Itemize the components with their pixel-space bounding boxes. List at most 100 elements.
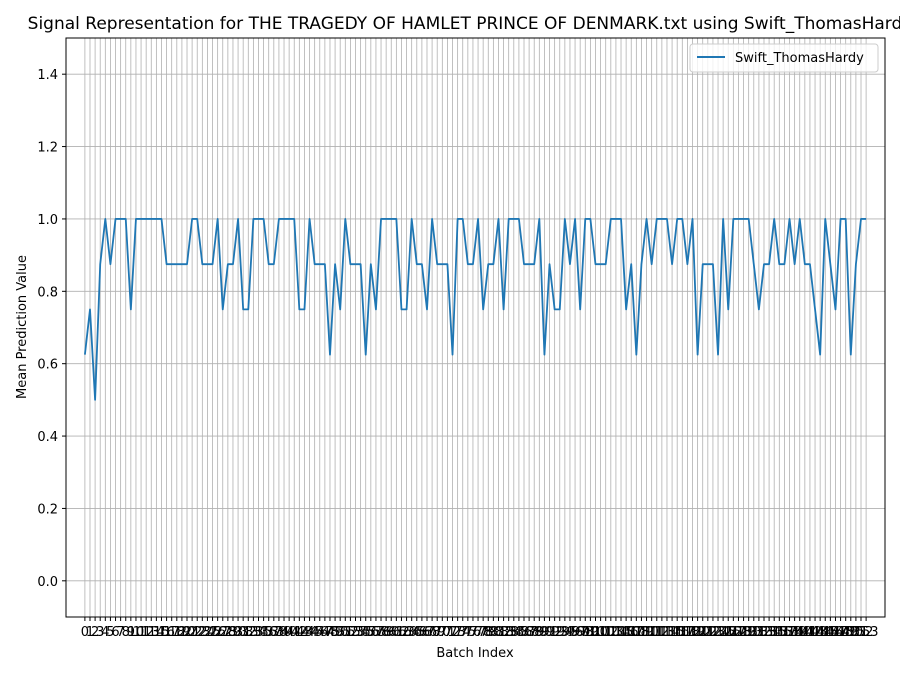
x-tick-label: 130 xyxy=(736,625,761,640)
data-point xyxy=(569,263,571,265)
data-point xyxy=(375,308,377,310)
data-point xyxy=(247,308,249,310)
x-tick-label: 96 xyxy=(567,625,584,640)
x-tick-label: 117 xyxy=(670,625,695,640)
data-point xyxy=(84,353,86,355)
data-point xyxy=(467,263,469,265)
data-point xyxy=(850,353,852,355)
data-point xyxy=(727,308,729,310)
data-point xyxy=(400,308,402,310)
x-tick-label: 28 xyxy=(220,625,237,640)
data-point xyxy=(293,218,295,220)
x-tick-label: 43 xyxy=(296,625,313,640)
data-point xyxy=(462,218,464,220)
x-tick-label: 97 xyxy=(572,625,589,640)
x-tick-label: 137 xyxy=(772,625,797,640)
y-axis-label: Mean Prediction Value xyxy=(15,255,30,399)
data-point xyxy=(610,218,612,220)
data-point xyxy=(410,218,412,220)
x-tick-label: 113 xyxy=(649,625,674,640)
data-point xyxy=(742,218,744,220)
data-point xyxy=(666,218,668,220)
x-tick-label: 35 xyxy=(255,625,272,640)
data-point xyxy=(451,353,453,355)
data-point xyxy=(814,308,816,310)
data-point xyxy=(620,218,622,220)
data-point xyxy=(834,308,836,310)
data-point xyxy=(737,218,739,220)
x-tick-label: 29 xyxy=(225,625,242,640)
data-point xyxy=(717,353,719,355)
legend: Swift_ThomasHardy xyxy=(689,43,879,73)
y-tick-label: 0.2 xyxy=(37,502,58,517)
x-tick-label: 59 xyxy=(378,625,395,640)
x-tick-label: 72 xyxy=(444,625,461,640)
x-tick-label: 21 xyxy=(184,625,201,640)
data-point xyxy=(645,218,647,220)
x-tick-label: 118 xyxy=(675,625,700,640)
x-tick-label: 55 xyxy=(357,625,374,640)
data-point xyxy=(533,263,535,265)
x-tick-label: 119 xyxy=(680,625,705,640)
data-point xyxy=(778,263,780,265)
data-point xyxy=(640,263,642,265)
data-point xyxy=(119,218,121,220)
x-tick-label: 104 xyxy=(604,625,629,640)
x-tick-label: 101 xyxy=(588,625,613,640)
x-tick-label: 36 xyxy=(260,625,277,640)
x-tick-label: 74 xyxy=(454,625,471,640)
x-tick-label: 78 xyxy=(475,625,492,640)
x-tick-label: 32 xyxy=(240,625,257,640)
x-tick-label: 91 xyxy=(541,625,558,640)
x-tick-label: 12 xyxy=(138,625,155,640)
data-point xyxy=(344,218,346,220)
data-point xyxy=(758,308,760,310)
data-point xyxy=(176,263,178,265)
x-tick-label: 94 xyxy=(557,625,574,640)
data-point xyxy=(436,263,438,265)
data-point xyxy=(170,263,172,265)
data-point xyxy=(809,263,811,265)
legend-label-swift-thomashardy: Swift_ThomasHardy xyxy=(735,51,864,66)
x-tick-label: 75 xyxy=(460,625,477,640)
data-point xyxy=(421,263,423,265)
data-point xyxy=(431,218,433,220)
data-point xyxy=(507,218,509,220)
x-tick-label: 138 xyxy=(777,625,802,640)
x-tick-label: 81 xyxy=(490,625,507,640)
data-point xyxy=(349,263,351,265)
x-tick-label: 27 xyxy=(214,625,231,640)
x-tick-label: 56 xyxy=(363,625,380,640)
data-point xyxy=(472,263,474,265)
x-tick-label: 134 xyxy=(757,625,782,640)
x-tick-label: 33 xyxy=(245,625,262,640)
x-tick-label: 89 xyxy=(531,625,548,640)
x-tick-label: 136 xyxy=(767,625,792,640)
data-point xyxy=(773,218,775,220)
x-tick-label: 129 xyxy=(731,625,756,640)
series-layer xyxy=(83,218,867,401)
x-tick-label: 26 xyxy=(209,625,226,640)
data-point xyxy=(211,263,213,265)
x-tick-label: 66 xyxy=(414,625,431,640)
data-point xyxy=(615,218,617,220)
data-point xyxy=(855,263,857,265)
x-tick-label: 84 xyxy=(506,625,523,640)
x-tick-label: 146 xyxy=(818,625,843,640)
x-tick-label: 57 xyxy=(368,625,385,640)
data-point xyxy=(686,263,688,265)
x-tick-label: 1 xyxy=(86,625,94,640)
x-tick-label: 53 xyxy=(347,625,364,640)
data-point xyxy=(722,218,724,220)
x-tick-label: 112 xyxy=(644,625,669,640)
x-tick-label: 115 xyxy=(660,625,685,640)
data-point xyxy=(99,263,101,265)
y-tick-label: 0.4 xyxy=(37,430,58,445)
x-tick-label: 8 xyxy=(122,625,130,640)
data-point xyxy=(446,263,448,265)
x-tick-label: 11 xyxy=(133,625,150,640)
x-tick-label: 5 xyxy=(106,625,114,640)
x-tick-label: 18 xyxy=(169,625,186,640)
x-tick-label: 30 xyxy=(230,625,247,640)
